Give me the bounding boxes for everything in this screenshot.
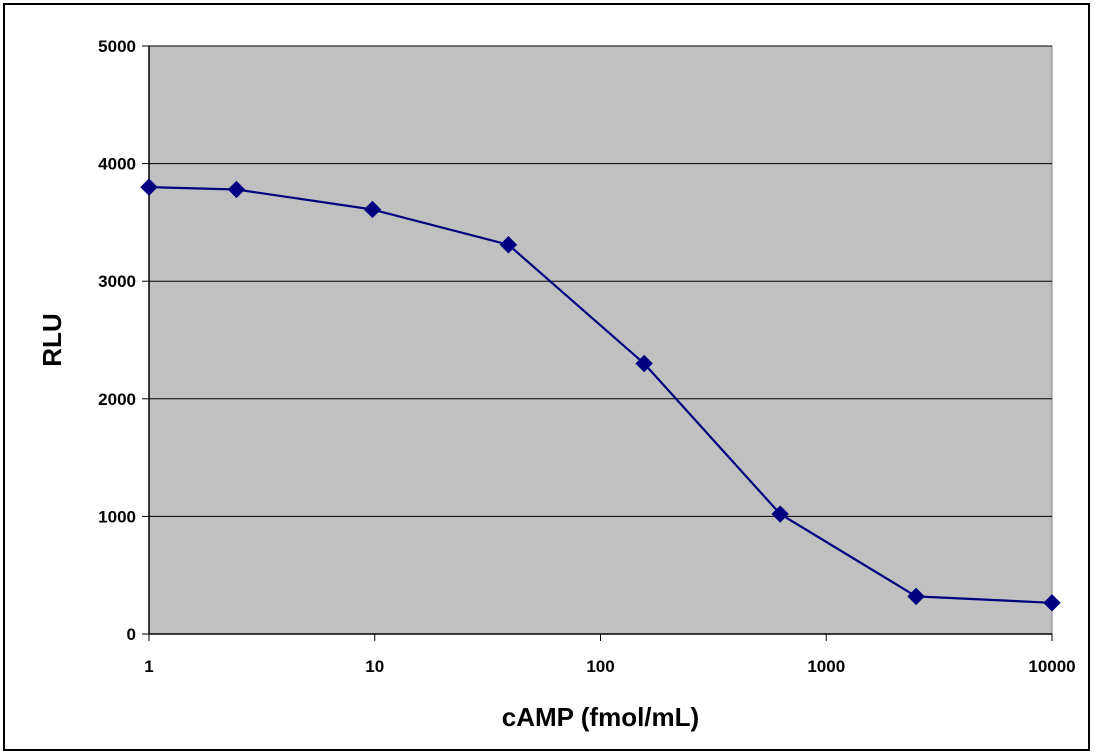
x-tick-label: 100: [586, 657, 614, 676]
series-line: [148, 186, 1053, 604]
plot-area: [148, 45, 1053, 635]
gridlines: [142, 45, 1053, 641]
x-tick-labels: 1 10 100 1000 10000: [144, 657, 1075, 676]
data-point-diamond-icon: [140, 178, 158, 196]
data-point-diamond-icon: [227, 180, 246, 199]
data-point-diamond-icon: [363, 200, 382, 219]
x-tick-label: 1: [144, 657, 153, 676]
y-tick-label: 5000: [98, 37, 136, 56]
x-tick-label: 10000: [1028, 657, 1075, 676]
x-tick-label: 10: [365, 657, 384, 676]
y-axis-title: RLU: [37, 313, 67, 366]
y-tick-label: 1000: [98, 507, 136, 526]
data-point-diamond-icon: [1043, 594, 1061, 612]
data-point-diamond-icon: [499, 236, 518, 254]
data-point-diamond-icon: [907, 587, 925, 606]
x-tick-label: 1000: [807, 657, 845, 676]
data-point-diamond-icon: [771, 505, 789, 523]
series-group: [140, 178, 1061, 612]
axes: [148, 46, 1052, 635]
y-tick-label: 4000: [98, 155, 136, 174]
x-axis-title: cAMP (fmol/mL): [502, 702, 699, 732]
y-tick-label: 0: [127, 625, 136, 644]
y-tick-label: 2000: [98, 390, 136, 409]
data-point-diamond-icon: [635, 354, 653, 373]
y-tick-label: 3000: [98, 272, 136, 291]
y-tick-labels: 0 1000 2000 3000 4000 5000: [98, 37, 136, 644]
